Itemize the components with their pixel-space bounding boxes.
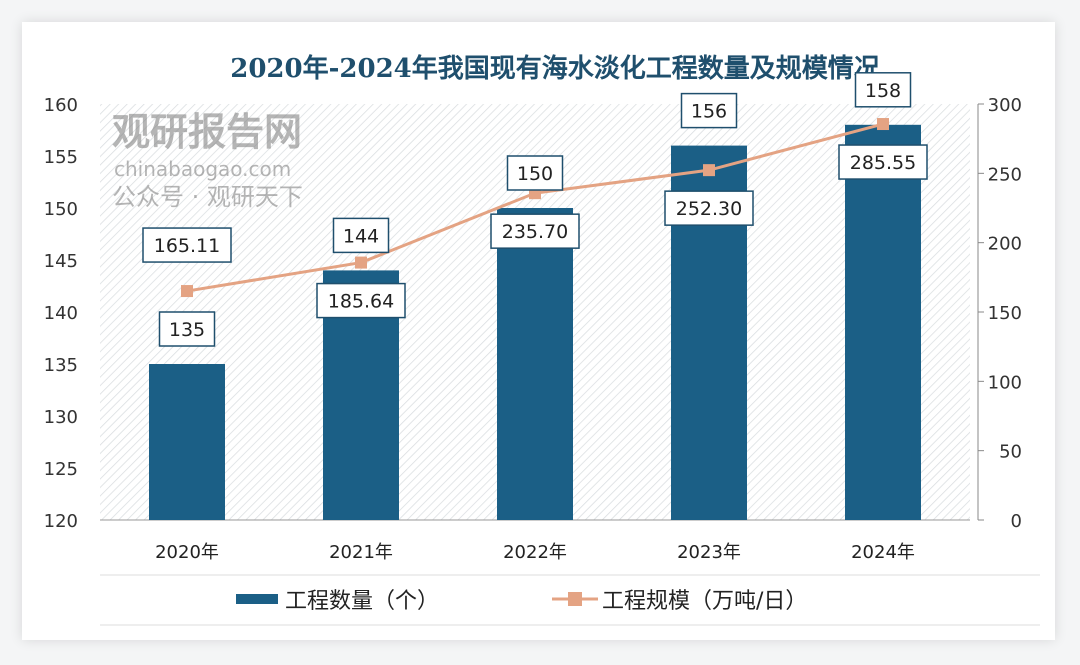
x-tick-label: 2024年	[851, 542, 915, 563]
watermark-brand: 观研报告网	[112, 110, 303, 154]
legend-bar-label: 工程数量（个）	[285, 589, 439, 614]
bar-data-label: 150	[517, 163, 553, 185]
watermark-account: 公众号 · 观研天下	[112, 183, 303, 211]
x-tick-label: 2023年	[677, 542, 741, 563]
left-axis-tick-label: 125	[44, 459, 78, 480]
legend-line-marker	[568, 592, 582, 606]
right-axis-tick-label: 200	[988, 234, 1022, 255]
bar-data-label-box	[506, 155, 564, 191]
line-data-label: 235.70	[502, 221, 568, 243]
right-axis-tick-label: 50	[999, 442, 1022, 463]
x-tick-label: 2022年	[503, 542, 567, 563]
bar-data-label-box	[332, 217, 390, 254]
line-data-label-box	[142, 227, 232, 263]
line-point	[181, 285, 193, 298]
legend-bar-swatch	[236, 594, 278, 604]
line-point	[877, 118, 889, 131]
chart: 2020年-2024年我国现有海水淡化工程数量及规模情况 120 125 130 135…	[44, 53, 1040, 626]
bar-data-label-box	[158, 311, 216, 347]
x-tick-label: 2021年	[329, 542, 393, 563]
watermark-site: chinabaogao.com	[114, 157, 292, 181]
line-data-label-box	[316, 282, 406, 319]
line-data-label: 285.55	[850, 152, 916, 174]
bar-data-label: 158	[865, 80, 901, 102]
left-axis-tick-label: 155	[44, 147, 78, 168]
bar	[845, 124, 921, 521]
right-axis-tick-label: 0	[1011, 511, 1022, 532]
chart-title: 2020年-2024年我国现有海水淡化工程数量及规模情况	[230, 53, 880, 84]
left-axis-tick-label: 140	[44, 303, 78, 324]
right-axis-tick-label: 250	[988, 164, 1022, 185]
bar	[149, 364, 225, 520]
line-data-label: 252.30	[676, 198, 742, 220]
left-axis-tick-label: 145	[44, 251, 78, 272]
line-data-label: 165.11	[154, 235, 220, 257]
left-axis-tick-label: 120	[44, 511, 78, 532]
line-data-label-box	[838, 144, 928, 180]
bar-data-label-box	[680, 92, 738, 129]
line-data-label: 185.64	[328, 291, 394, 313]
right-axis-tick-label: 150	[988, 303, 1022, 324]
line-point	[355, 256, 367, 269]
left-axis-tick-label: 160	[44, 95, 78, 116]
bar-data-label: 156	[691, 101, 727, 123]
left-axis-tick-label: 135	[44, 355, 78, 376]
bar-data-label: 135	[169, 319, 205, 341]
chart-card: 2020年-2024年我国现有海水淡化工程数量及规模情况 120 125 130 135…	[22, 22, 1055, 640]
line-data-label-box	[490, 213, 580, 249]
right-axis-tick-label: 300	[988, 95, 1022, 116]
bar-data-label: 144	[343, 225, 379, 247]
legend-line-label: 工程规模（万吨/日）	[602, 589, 807, 614]
x-tick-label: 2020年	[155, 542, 219, 563]
left-axis-tick-label: 130	[44, 407, 78, 428]
right-axis-tick-label: 100	[988, 372, 1022, 393]
line-point	[703, 164, 715, 177]
line-data-label-box	[664, 190, 754, 226]
bar-data-label-box	[854, 72, 912, 108]
bar	[497, 208, 573, 520]
left-axis-tick-label: 150	[44, 199, 78, 220]
